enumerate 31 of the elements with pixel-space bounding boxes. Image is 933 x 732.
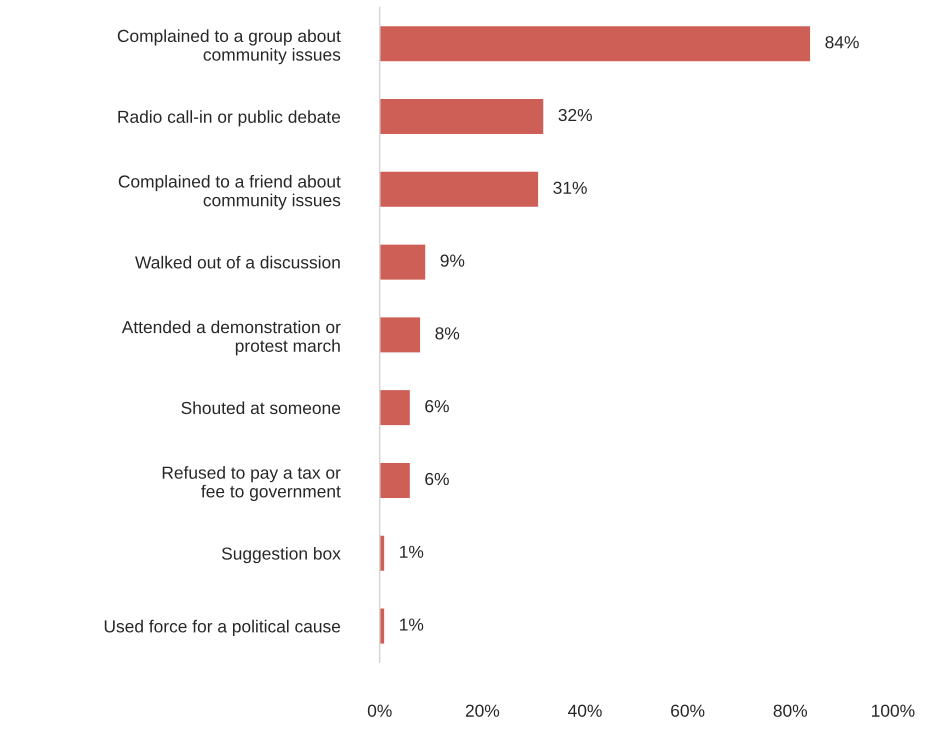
y-tick-label: Walked out of a discussion (135, 256, 340, 269)
data-label: 31% (553, 182, 587, 194)
x-tick-label: 100% (872, 704, 914, 717)
y-tick-label: Refused to pay a tax or fee to government (162, 466, 341, 501)
data-label: 84% (825, 36, 859, 48)
y-tick-label: Suggestion box (222, 546, 341, 564)
bar (380, 388, 412, 427)
x-tick-label: 20% (466, 704, 500, 717)
data-label: 8% (435, 327, 460, 340)
y-tick-label: Shouted at someone (181, 401, 340, 414)
x-tick-label: 40% (568, 704, 602, 717)
y-tick-label: Attended a demonstration or protest march (122, 320, 341, 356)
bar (380, 98, 545, 136)
data-label: 1% (400, 546, 424, 558)
data-label: 32% (558, 108, 592, 122)
x-tick-label: 60% (671, 704, 704, 717)
bar (380, 316, 422, 354)
bar (380, 243, 427, 281)
y-tick-label: Radio call-in or public debate (118, 110, 340, 126)
y-tick-label: Complained to a group about community issues (118, 29, 341, 64)
y-tick-label: Complained to a friend about community issues (118, 174, 341, 210)
data-label: 6% (425, 472, 449, 486)
bar (380, 24, 812, 63)
bar (380, 462, 412, 500)
y-tick-label: Used force for a political cause (104, 620, 340, 636)
data-label: 1% (400, 618, 424, 631)
x-tick-label: 80% (774, 704, 808, 717)
x-tick-label: 0% (368, 704, 392, 717)
bar (380, 170, 540, 208)
data-label: 9% (440, 254, 464, 267)
data-label: 6% (425, 400, 449, 412)
